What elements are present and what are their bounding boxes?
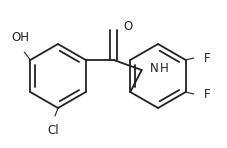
Text: F: F: [203, 87, 210, 100]
Text: H: H: [159, 62, 168, 74]
Text: O: O: [123, 20, 132, 33]
Text: Cl: Cl: [47, 124, 59, 137]
Text: OH: OH: [11, 31, 29, 44]
Text: F: F: [203, 52, 210, 65]
Text: N: N: [149, 62, 158, 74]
